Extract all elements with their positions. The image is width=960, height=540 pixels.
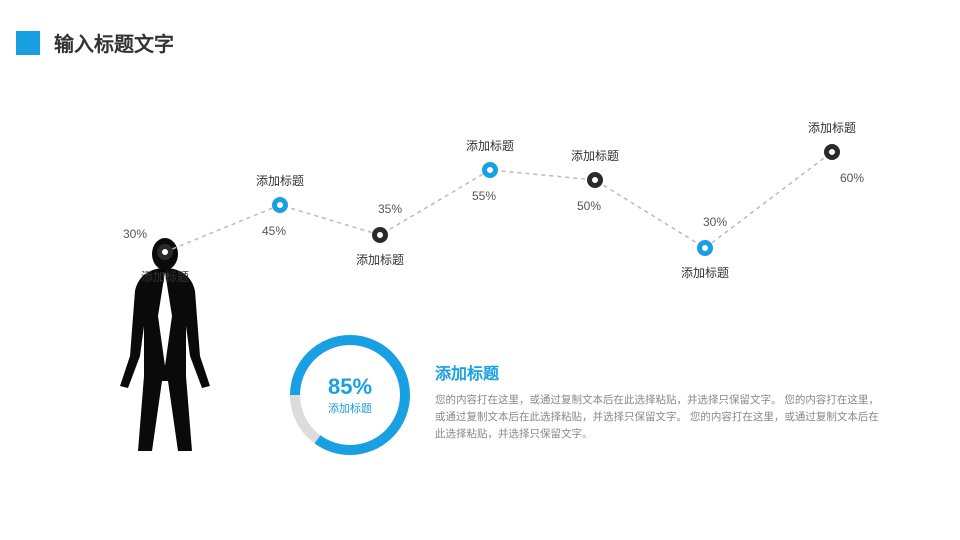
chart-point-percent: 35% bbox=[378, 202, 402, 216]
chart-point-label: 添加标题 bbox=[466, 137, 514, 154]
chart-point-percent: 55% bbox=[472, 189, 496, 203]
chart-point-label: 添加标题 bbox=[808, 119, 856, 136]
chart-point-percent: 45% bbox=[262, 224, 286, 238]
chart-marker bbox=[697, 240, 713, 256]
slide-title: 输入标题文字 bbox=[54, 28, 174, 57]
title-accent-square bbox=[16, 31, 40, 55]
chart-point-label: 添加标题 bbox=[141, 268, 189, 285]
chart-point-label: 添加标题 bbox=[681, 264, 729, 281]
description-body: 您的内容打在这里，或通过复制文本后在此选择粘贴，并选择只保留文字。 您的内容打在… bbox=[435, 392, 885, 442]
chart-point-percent: 30% bbox=[123, 227, 147, 241]
chart-marker bbox=[372, 227, 388, 243]
donut-center: 85% 添加标题 bbox=[328, 374, 372, 416]
chart-point-label: 添加标题 bbox=[356, 251, 404, 268]
chart-point-label: 添加标题 bbox=[256, 172, 304, 189]
description-title: 添加标题 bbox=[435, 360, 885, 384]
chart-marker bbox=[157, 244, 173, 260]
chart-point-percent: 60% bbox=[840, 171, 864, 185]
chart-marker bbox=[824, 144, 840, 160]
donut-percent: 85% bbox=[328, 374, 372, 400]
line-chart: 添加标题 30% 添加标题 45% 添加标题 35% 添加标题 55% 添加标题 50% 添加标题 3… bbox=[0, 90, 960, 320]
slide-title-bar: 输入标题文字 bbox=[16, 28, 174, 57]
donut-chart: 85% 添加标题 bbox=[290, 335, 410, 455]
chart-marker bbox=[482, 162, 498, 178]
description-block: 添加标题 您的内容打在这里，或通过复制文本后在此选择粘贴，并选择只保留文字。 您… bbox=[435, 360, 885, 442]
chart-marker bbox=[587, 172, 603, 188]
chart-point-percent: 30% bbox=[703, 215, 727, 229]
chart-point-label: 添加标题 bbox=[571, 147, 619, 164]
chart-marker bbox=[272, 197, 288, 213]
donut-label: 添加标题 bbox=[328, 400, 372, 416]
chart-point-percent: 50% bbox=[577, 199, 601, 213]
